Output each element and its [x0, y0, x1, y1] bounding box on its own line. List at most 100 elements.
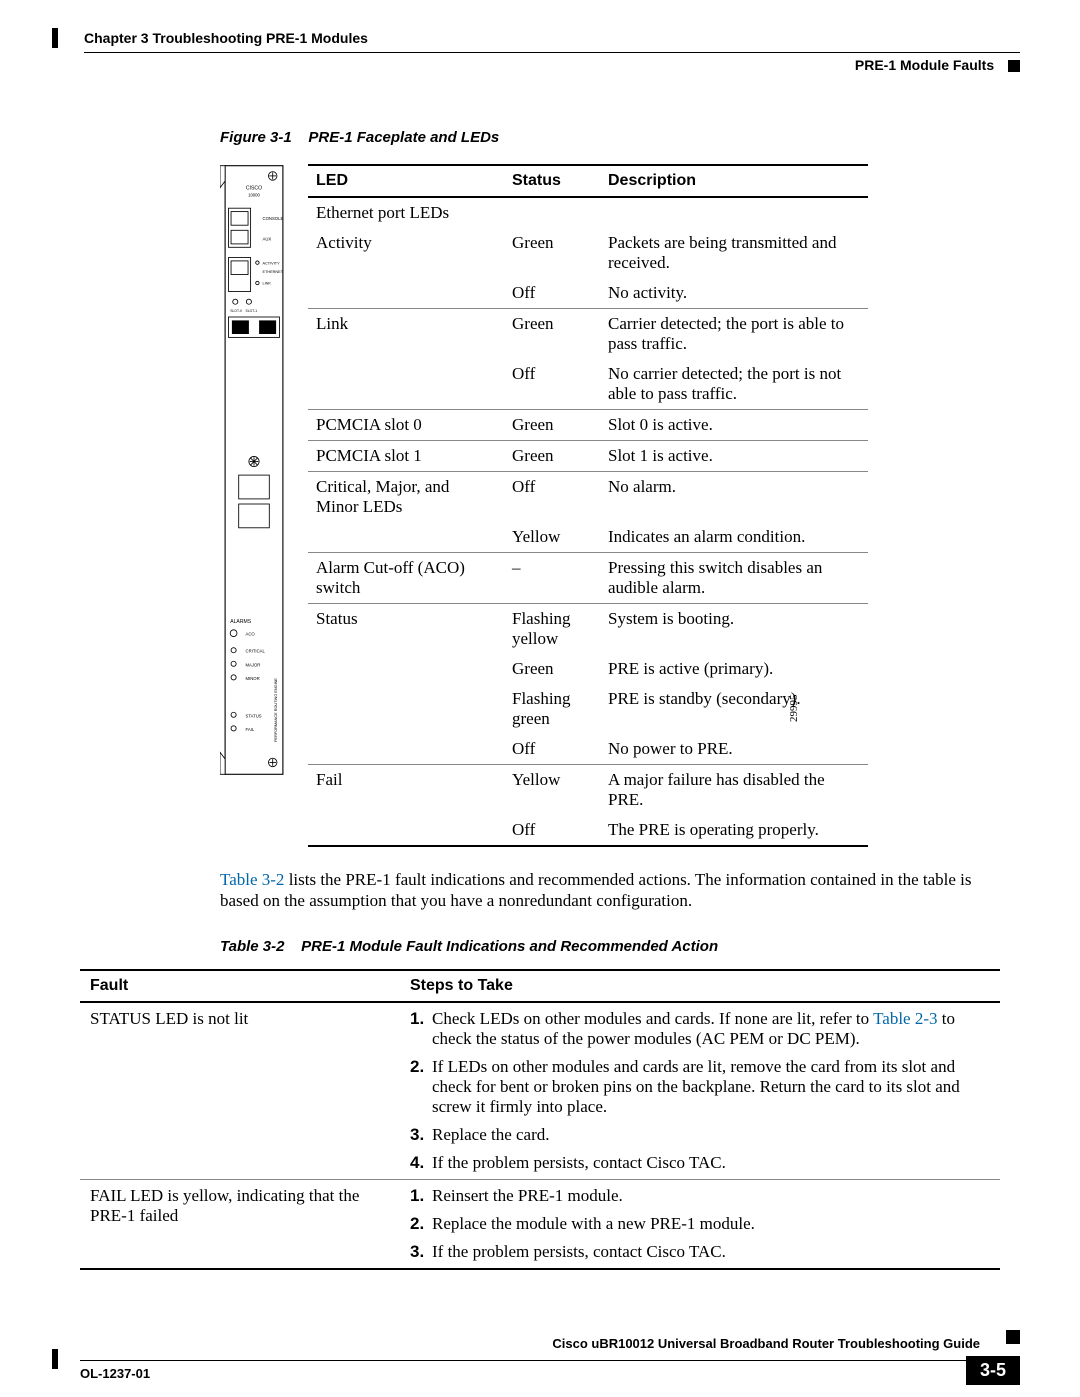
- led-row: LinkGreenCarrier detected; the port is a…: [308, 309, 868, 360]
- step-text-part: Check LEDs on other modules and cards. I…: [432, 1009, 873, 1028]
- led-cell-status: Off: [504, 359, 600, 410]
- led-cell-name: Activity: [308, 228, 504, 278]
- running-header: Chapter 3 Troubleshooting PRE-1 Modules: [84, 30, 1020, 46]
- led-cell-desc: No alarm.: [600, 472, 868, 523]
- led-cell-desc: PRE is active (primary).: [600, 654, 868, 684]
- led-cell-name: Fail: [308, 765, 504, 816]
- led-row: PCMCIA slot 0GreenSlot 0 is active.: [308, 410, 868, 441]
- table-title: PRE-1 Module Fault Indications and Recom…: [301, 938, 718, 955]
- crop-mark-bottom: [52, 1349, 58, 1369]
- led-table: LED Status Description Ethernet port LED…: [308, 164, 868, 847]
- led-cell-desc: Indicates an alarm condition.: [600, 522, 868, 553]
- led-row: Alarm Cut-off (ACO) switch–Pressing this…: [308, 553, 868, 604]
- step-text: Replace the module with a new PRE-1 modu…: [432, 1214, 990, 1234]
- svg-text:ETHERNET: ETHERNET: [263, 270, 284, 274]
- led-cell-desc: No activity.: [600, 278, 868, 309]
- para-text: lists the PRE-1 fault indications and re…: [220, 870, 972, 910]
- led-cell-status: Off: [504, 278, 600, 309]
- led-row: OffNo power to PRE.: [308, 734, 868, 765]
- svg-text:ACTIVITY: ACTIVITY: [263, 261, 281, 265]
- fault-header-fault: Fault: [80, 970, 400, 1002]
- led-cell-name: Critical, Major, and Minor LEDs: [308, 472, 504, 523]
- led-cell-status: Flashing green: [504, 684, 600, 734]
- footer-docnum: OL-1237-01: [80, 1366, 150, 1381]
- pre1-faceplate-diagram: CISCO 10000 CONSOLE AUX ACTIVITY ETHERNE…: [220, 164, 288, 776]
- fault-row: STATUS LED is not lit 1. Check LEDs on o…: [80, 1002, 1000, 1180]
- figure-label: Figure 3-1: [220, 129, 292, 146]
- crop-mark-top: [52, 28, 58, 48]
- led-row: ActivityGreenPackets are being transmitt…: [308, 228, 868, 278]
- steps-cell: 1. Check LEDs on other modules and cards…: [400, 1002, 1000, 1180]
- led-cell-status: Off: [504, 734, 600, 765]
- figure-title: PRE-1 Faceplate and LEDs: [308, 129, 499, 146]
- svg-text:FAIL: FAIL: [246, 727, 255, 732]
- led-cell-name: [308, 278, 504, 309]
- svg-text:CISCO: CISCO: [246, 186, 262, 192]
- led-row: OffThe PRE is operating properly.: [308, 815, 868, 846]
- led-cell-name: [308, 654, 504, 684]
- fault-table: Fault Steps to Take STATUS LED is not li…: [80, 969, 1000, 1270]
- svg-text:ALARMS: ALARMS: [230, 619, 252, 625]
- led-row: OffNo carrier detected; the port is not …: [308, 359, 868, 410]
- svg-text:10000: 10000: [248, 192, 260, 197]
- led-cell-name: [308, 734, 504, 765]
- fault-row: FAIL LED is yellow, indicating that the …: [80, 1179, 1000, 1269]
- svg-text:ACO: ACO: [246, 632, 256, 637]
- led-cell-status: Flashing yellow: [504, 604, 600, 655]
- led-cell-name: [308, 522, 504, 553]
- led-cell-name: PCMCIA slot 0: [308, 410, 504, 441]
- led-cell-status: Green: [504, 309, 600, 360]
- svg-text:CRITICAL: CRITICAL: [246, 649, 266, 654]
- svg-text:MINOR: MINOR: [246, 676, 260, 681]
- step-num: 1.: [410, 1009, 432, 1049]
- steps-cell: 1.Reinsert the PRE-1 module. 2.Replace t…: [400, 1179, 1000, 1269]
- svg-text:SLOT-1: SLOT-1: [246, 309, 258, 313]
- led-header-desc: Description: [600, 165, 868, 197]
- footer-book-title: Cisco uBR10012 Universal Broadband Route…: [552, 1336, 980, 1351]
- step-num: 2.: [410, 1214, 432, 1234]
- page-number-badge: 3-5: [966, 1356, 1020, 1385]
- led-row: FailYellowA major failure has disabled t…: [308, 765, 868, 816]
- led-cell-status: Off: [504, 472, 600, 523]
- svg-text:CONSOLE: CONSOLE: [263, 216, 284, 221]
- led-row: Ethernet port LEDs: [308, 197, 868, 228]
- step-text: If LEDs on other modules and cards are l…: [432, 1057, 990, 1117]
- table-ref-link[interactable]: Table 3-2: [220, 870, 284, 889]
- intro-paragraph: Table 3-2 lists the PRE-1 fault indicati…: [220, 869, 980, 912]
- svg-text:SLOT-0: SLOT-0: [230, 309, 242, 313]
- led-cell-status: Green: [504, 654, 600, 684]
- led-cell-desc: No power to PRE.: [600, 734, 868, 765]
- led-cell-desc: Slot 1 is active.: [600, 441, 868, 472]
- step-text: If the problem persists, contact Cisco T…: [432, 1153, 990, 1173]
- svg-text:AUX: AUX: [263, 237, 272, 242]
- page-footer: Cisco uBR10012 Universal Broadband Route…: [80, 1360, 1020, 1361]
- led-cell-name: [308, 359, 504, 410]
- step-text: Reinsert the PRE-1 module.: [432, 1186, 990, 1206]
- led-cell-desc: Packets are being transmitted and receiv…: [600, 228, 868, 278]
- table-caption: Table 3-2 PRE-1 Module Fault Indications…: [220, 938, 980, 955]
- led-cell-status: –: [504, 553, 600, 604]
- table-label: Table 3-2: [220, 938, 284, 955]
- led-cell-name: Alarm Cut-off (ACO) switch: [308, 553, 504, 604]
- led-row: OffNo activity.: [308, 278, 868, 309]
- step-text: Replace the card.: [432, 1125, 990, 1145]
- led-cell-name: [308, 684, 504, 734]
- svg-text:PERFORMANCE ROUTING ENGINE: PERFORMANCE ROUTING ENGINE: [274, 678, 278, 742]
- subsection-title: PRE-1 Module Faults: [855, 57, 994, 73]
- table-ref-link[interactable]: Table 2-3: [873, 1009, 937, 1028]
- led-row: Critical, Major, and Minor LEDsOffNo ala…: [308, 472, 868, 523]
- led-cell-desc: [600, 197, 868, 228]
- led-header-led: LED: [308, 165, 504, 197]
- led-cell-desc: Pressing this switch disables an audible…: [600, 553, 868, 604]
- svg-text:LINK: LINK: [263, 282, 272, 286]
- led-cell-status: [504, 197, 600, 228]
- led-cell-desc: The PRE is operating properly.: [600, 815, 868, 846]
- step-text: If the problem persists, contact Cisco T…: [432, 1242, 990, 1262]
- svg-text:STATUS: STATUS: [246, 713, 262, 718]
- led-row: PCMCIA slot 1GreenSlot 1 is active.: [308, 441, 868, 472]
- step-num: 4.: [410, 1153, 432, 1173]
- led-cell-status: Green: [504, 410, 600, 441]
- led-cell-desc: Slot 0 is active.: [600, 410, 868, 441]
- step-num: 3.: [410, 1125, 432, 1145]
- fault-header-steps: Steps to Take: [400, 970, 1000, 1002]
